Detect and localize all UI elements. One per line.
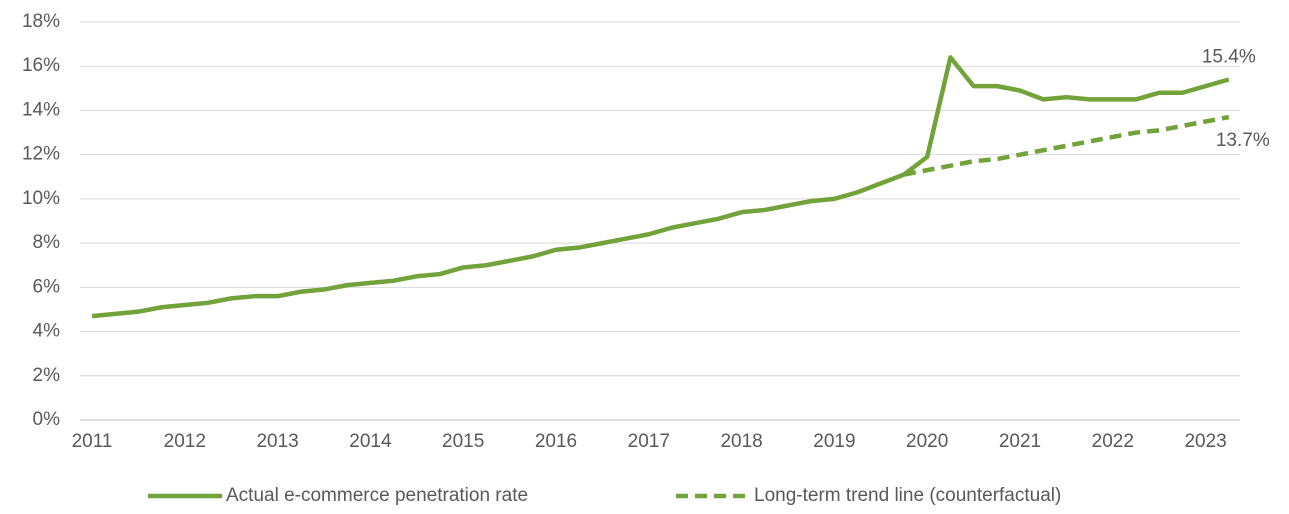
x-tick-label: 2016 bbox=[535, 431, 577, 452]
y-tick-label: 16% bbox=[22, 55, 60, 76]
y-tick-label: 6% bbox=[33, 276, 61, 297]
y-tick-label: 0% bbox=[33, 409, 61, 430]
y-tick-label: 8% bbox=[33, 232, 61, 253]
y-tick-label: 14% bbox=[22, 99, 60, 120]
x-tick-label: 2022 bbox=[1092, 431, 1134, 452]
x-tick-label: 2017 bbox=[628, 431, 670, 452]
x-tick-label: 2020 bbox=[906, 431, 948, 452]
x-tick-label: 2013 bbox=[256, 431, 298, 452]
value-label: 15.4% bbox=[1202, 47, 1256, 68]
y-tick-label: 10% bbox=[22, 188, 60, 209]
x-tick-label: 2021 bbox=[999, 431, 1041, 452]
x-tick-label: 2012 bbox=[164, 431, 206, 452]
series-line bbox=[91, 55, 1230, 319]
y-tick-label: 12% bbox=[22, 144, 60, 165]
y-tick-label: 18% bbox=[22, 11, 60, 32]
value-label: 13.7% bbox=[1216, 130, 1270, 151]
y-tick-label: 2% bbox=[33, 365, 61, 386]
x-tick-label: 2023 bbox=[1184, 431, 1226, 452]
y-tick-label: 4% bbox=[33, 321, 61, 342]
x-tick-label: 2011 bbox=[72, 431, 113, 452]
x-tick-label: 2019 bbox=[813, 431, 855, 452]
series-line bbox=[903, 114, 1230, 177]
x-tick-label: 2018 bbox=[720, 431, 762, 452]
legend-label: Long-term trend line (counterfactual) bbox=[754, 485, 1061, 506]
x-tick-label: 2014 bbox=[349, 431, 392, 452]
legend-label: Actual e-commerce penetration rate bbox=[226, 485, 528, 506]
x-tick-label: 2015 bbox=[442, 431, 484, 452]
